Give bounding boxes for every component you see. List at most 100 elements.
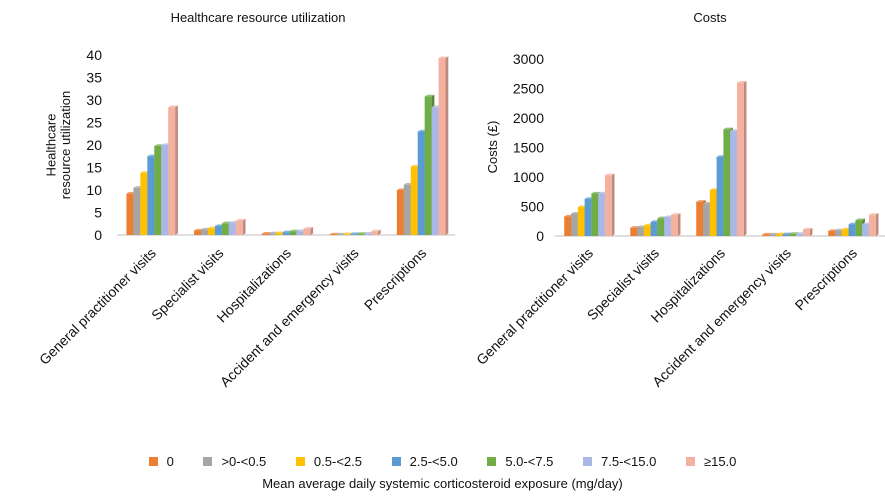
chart2-bar-general-practitioner-visits-series-2	[571, 213, 578, 236]
chart2-bar-top	[762, 232, 772, 235]
legend-item-7.5-lt15.0: 7.5-<15.0	[583, 454, 656, 469]
chart1-bar-specialist-visits-series-6	[228, 222, 236, 235]
legend-swatch	[583, 457, 593, 466]
chart1-bar-specialist-visits-series-5	[221, 223, 229, 235]
legend-label: 0.5-<2.5	[313, 454, 362, 469]
chart1-category-label: General practitioner visits	[36, 245, 159, 368]
chart2-bar-top	[802, 227, 813, 230]
chart2-bar-hospitalizations-series-2	[703, 203, 710, 236]
chart1-bar-accident-and-emergency-visits-series-7	[370, 231, 378, 235]
legend-item-gt0-lt0.5: >0-<0.5	[203, 454, 266, 469]
legend-label: 2.5-<5.0	[409, 454, 458, 469]
chart1-bar-specialist-visits-series-2	[201, 229, 208, 235]
chart-legend: 0 >0-<0.5 0.5-<2.5 2.5-<5.0 5.0-<7.5 7.5…	[0, 454, 885, 469]
chart1-bar-accident-and-emergency-visits-series-3	[343, 234, 351, 235]
chart2-bar-top	[670, 213, 681, 215]
chart2-y-tick-label: 3000	[513, 51, 544, 67]
chart2-bar-top	[736, 80, 747, 83]
chart1-bar-prescriptions-series-4	[417, 131, 425, 235]
chart1-category-label: Accident and emergency visits	[217, 245, 362, 390]
legend-item-0.5-lt2.5: 0.5-<2.5	[295, 454, 362, 469]
chart1-bar-general-practitioner-visits-series-5	[154, 145, 162, 235]
chart2-bar-hospitalizations-series-1	[696, 201, 704, 236]
chart1-title: Healthcare resource utilization	[171, 10, 346, 25]
legend-label: ≥15.0	[703, 454, 737, 469]
chart2-y-tick-label: 2000	[513, 110, 544, 126]
chart1-bar-accident-and-emergency-visits-series-4	[350, 234, 358, 235]
legend-item-0: 0	[148, 454, 174, 469]
chart1-bar-general-practitioner-visits-series-4	[147, 156, 155, 235]
chart2-bar-prescriptions-series-2	[835, 230, 842, 236]
chart1-bar-prescriptions-series-6	[431, 107, 439, 235]
chart1-bar-general-practitioner-visits-series-3	[140, 172, 148, 235]
chart1-bar-hospitalizations-series-7	[303, 228, 311, 235]
chart2-bar-top	[591, 191, 601, 194]
legend-label: 7.5-<15.0	[601, 454, 657, 469]
chart2-category-label: Prescriptions	[792, 245, 861, 314]
legend-swatch	[487, 457, 497, 466]
chart2-bar-accident-and-emergency-visits-series-5	[789, 233, 797, 236]
chart1-bar-prescriptions-series-3	[410, 166, 418, 235]
chart1-bar-hospitalizations-series-2	[268, 233, 276, 235]
chart1-y-axis-label: Healthcareresource utilization	[43, 91, 72, 199]
chart1-y-tick-label: 40	[86, 47, 102, 63]
chart1-bar-accident-and-emergency-visits-series-2	[336, 234, 344, 236]
chart2-y-tick-label: 1000	[513, 169, 544, 185]
legend-swatch	[148, 457, 158, 466]
chart2-bar-side	[611, 173, 615, 236]
legend-swatch	[203, 457, 213, 466]
chart1-bar-hospitalizations-series-3	[275, 233, 283, 235]
chart2-bar-accident-and-emergency-visits-series-7	[802, 229, 810, 236]
chart2-bar-top	[696, 200, 706, 202]
chart2-bar-specialist-visits-series-6	[664, 217, 671, 236]
chart1-bar-side	[377, 229, 381, 235]
chart2-bar-prescriptions-series-1	[828, 230, 836, 236]
chart1-y-axis-label-line: Healthcare	[43, 114, 58, 177]
chart1-bar-top	[235, 218, 246, 221]
chart2-y-tick-label: 0	[536, 228, 544, 244]
chart2-y-tick-label: 1500	[513, 140, 544, 156]
chart2-bar-accident-and-emergency-visits-series-3	[775, 234, 783, 236]
chart2-bar-side	[743, 80, 747, 237]
chart2-bar-hospitalizations-series-4	[716, 156, 724, 236]
chart2-bar-specialist-visits-series-2	[637, 227, 644, 236]
chart2-bar-general-practitioner-visits-series-1	[564, 216, 572, 236]
chart1-bar-specialist-visits-series-3	[207, 228, 215, 235]
chart2-bar-side	[875, 213, 879, 236]
chart1-bar-top	[303, 227, 314, 229]
chart2-bar-top	[775, 232, 786, 235]
chart1-bar-prescriptions-series-7	[438, 58, 446, 236]
chart2-bar-general-practitioner-visits-series-5	[591, 193, 599, 236]
chart2-bar-side	[677, 213, 681, 236]
legend-label: 0	[166, 454, 174, 469]
chart2-category-label: General practitioner visits	[473, 245, 596, 368]
chart1-y-tick-label: 30	[86, 92, 102, 108]
chart1-y-tick-label: 20	[86, 137, 102, 153]
chart1-bar-general-practitioner-visits-series-1	[126, 193, 134, 235]
legend-label: 5.0-<7.5	[505, 454, 554, 469]
chart2-bar-prescriptions-series-5	[855, 220, 863, 236]
chart2-bar-prescriptions-series-7	[868, 214, 876, 236]
chart1-bar-hospitalizations-series-4	[282, 232, 290, 235]
chart1-bar-top	[168, 105, 178, 108]
chart1-bar-prescriptions-series-5	[424, 96, 432, 236]
chart1-bar-hospitalizations-series-5	[289, 231, 297, 235]
chart2-title: Costs	[693, 10, 727, 25]
chart2-bar-accident-and-emergency-visits-series-2	[769, 234, 776, 236]
chart1-bar-general-practitioner-visits-series-7	[168, 107, 176, 235]
chart1-bar-top	[424, 94, 435, 97]
legend-swatch	[295, 457, 305, 466]
chart2-bar-general-practitioner-visits-series-6	[598, 193, 605, 236]
legend-swatch	[685, 457, 695, 466]
chart2-bar-general-practitioner-visits-series-7	[604, 175, 612, 236]
chart1-bar-top	[370, 229, 381, 232]
chart1-y-tick-label: 0	[94, 227, 102, 243]
chart1-bar-hospitalizations-series-1	[261, 233, 269, 235]
chart1-bar-general-practitioner-visits-series-2	[133, 187, 141, 235]
chart1-bar-side	[445, 56, 449, 235]
x-axis-caption: Mean average daily systemic corticostero…	[262, 476, 623, 491]
chart2-bar-top	[723, 127, 733, 130]
chart2-bar-specialist-visits-series-4	[650, 221, 658, 236]
chart1-bar-side	[175, 105, 178, 235]
